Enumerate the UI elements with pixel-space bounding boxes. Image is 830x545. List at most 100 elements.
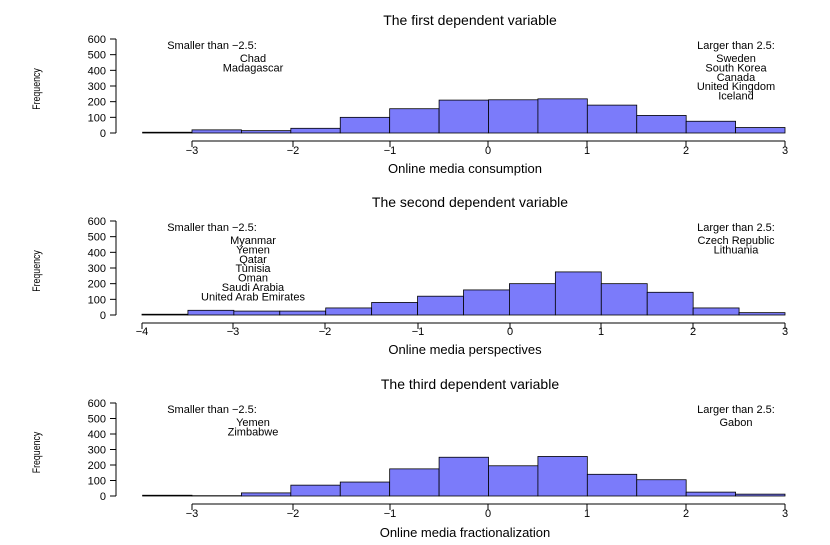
histogram-bar [586, 473, 638, 497]
x-tick-label: 3 [782, 508, 788, 520]
histogram-bar [509, 283, 556, 316]
histogram-bar [646, 291, 694, 316]
right-note-country: Gabon [719, 417, 752, 429]
y-tick-label: 100 [88, 112, 106, 124]
histogram-bar [463, 289, 510, 316]
histogram-bar [735, 493, 786, 497]
y-tick-label: 200 [88, 279, 106, 291]
histogram-bar [187, 309, 235, 316]
histogram-bar [636, 479, 687, 497]
y-tick-label: 500 [88, 232, 106, 244]
left-note-country: Yemen [236, 244, 270, 256]
histogram-bar [488, 465, 539, 497]
left-note-heading: Smaller than −2.5: [167, 404, 257, 416]
y-tick-label: 100 [88, 476, 106, 488]
x-tick-label: 1 [584, 508, 590, 520]
right-note-country: South Korea [705, 62, 767, 74]
left-note-country: Oman [238, 273, 268, 285]
right-note-country: Canada [717, 72, 756, 84]
histogram-panel-2: The second dependent variable 0 100 200 300 4… [31, 194, 788, 357]
histogram-bar [241, 130, 292, 134]
histogram-bar [290, 127, 341, 134]
right-note-country: Lithuania [714, 244, 760, 256]
x-tick-label: −4 [136, 326, 149, 338]
x-tick-label: 1 [584, 145, 590, 157]
left-note-heading: Smaller than −2.5: [167, 40, 257, 52]
histogram-bar [141, 313, 189, 316]
histogram-bar [290, 484, 341, 497]
x-tick-label: 3 [782, 326, 788, 338]
histogram-bar [685, 491, 736, 497]
x-tick-label: 1 [598, 326, 604, 338]
histogram-bar [142, 131, 193, 134]
histogram-bar [339, 116, 391, 134]
histogram-bar [685, 120, 736, 134]
x-tick-label: 2 [683, 145, 689, 157]
x-tick-label: −3 [186, 508, 199, 520]
y-tick-label: 400 [88, 247, 106, 259]
chart-title: The second dependent variable [372, 194, 568, 210]
histogram-bar [279, 310, 327, 316]
y-tick-label: 0 [100, 310, 106, 322]
x-tick-label: 0 [485, 145, 491, 157]
y-tick-label: 600 [88, 398, 106, 410]
left-note-heading: Smaller than −2.5: [167, 222, 257, 234]
x-tick-label: −1 [384, 145, 397, 157]
y-tick-label: 100 [88, 294, 106, 306]
histogram-bar [389, 108, 440, 134]
histogram-bar [191, 129, 242, 134]
left-note-country: Zimbabwe [228, 426, 279, 438]
left-note-country: Tunisia [235, 263, 271, 275]
bar-group [142, 456, 786, 497]
histogram-bar [537, 98, 588, 134]
histogram-bar [554, 271, 602, 316]
left-note-country: United Arab Emirates [201, 291, 305, 303]
histogram-bar [325, 307, 373, 316]
x-tick-label: −1 [384, 508, 397, 520]
histogram-bar [488, 99, 539, 134]
x-tick-label: −2 [319, 326, 332, 338]
y-tick-label: 400 [88, 65, 106, 77]
left-note-country: Myanmar [230, 235, 276, 247]
y-tick-label: 200 [88, 460, 106, 472]
histogram-bar [233, 310, 281, 316]
left-note-country: Saudi Arabia [222, 282, 285, 294]
right-note-heading: Larger than 2.5: [697, 222, 775, 234]
histogram-bar [600, 283, 648, 316]
bar-group [141, 271, 786, 316]
x-axis-label: Online media consumption [388, 161, 542, 176]
left-note-country: Yemen [236, 417, 270, 429]
right-note-heading: Larger than 2.5: [697, 40, 775, 52]
chart-title: The third dependent variable [381, 376, 559, 392]
histogram-panel-1: The first dependent variable 0 100 200 300 40… [31, 12, 788, 176]
histogram-bar [142, 494, 193, 497]
y-tick-label: 0 [100, 128, 106, 140]
y-axis-label: Frequency [31, 250, 43, 292]
right-note-country: Iceland [718, 91, 753, 103]
x-tick-label: 3 [782, 145, 788, 157]
histogram-bar [389, 468, 440, 497]
x-tick-label: −3 [186, 145, 199, 157]
bar-group [142, 98, 786, 134]
histogram-bar [417, 295, 464, 316]
right-note-country: United Kingdom [697, 81, 775, 93]
y-tick-label: 500 [88, 50, 106, 62]
histogram-bar [738, 312, 786, 316]
histogram-bar [241, 492, 292, 497]
chart-title: The first dependent variable [383, 12, 557, 28]
y-tick-label: 300 [88, 81, 106, 93]
y-tick-label: 500 [88, 414, 106, 426]
left-note-country: Madagascar [223, 62, 284, 74]
x-axis-label: Online media fractionalization [380, 525, 551, 540]
histogram-bar [438, 456, 489, 497]
histogram-bar [339, 481, 391, 497]
y-tick-label: 300 [88, 263, 106, 275]
y-tick-label: 600 [88, 216, 106, 228]
x-tick-label: 2 [683, 508, 689, 520]
x-tick-label: −2 [287, 145, 300, 157]
histogram-bar [692, 307, 740, 316]
y-tick-label: 300 [88, 445, 106, 457]
histogram-bar [537, 456, 588, 497]
right-note-heading: Larger than 2.5: [697, 404, 775, 416]
